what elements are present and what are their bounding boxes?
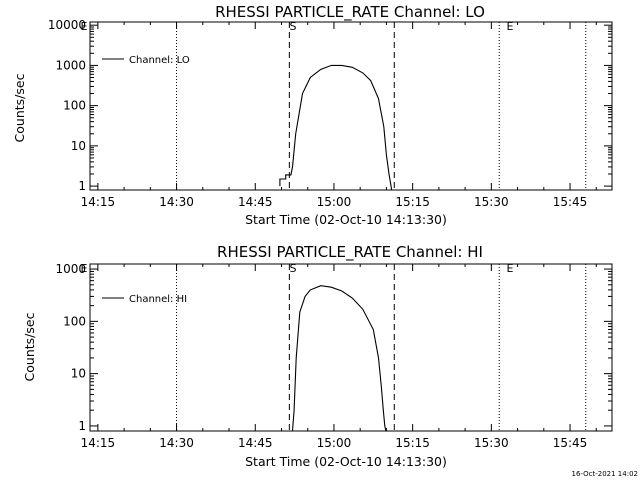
lo-x-tick-label-2: 14:45	[238, 195, 273, 209]
hi-x-tick-label-3: 15:00	[317, 436, 352, 450]
lo-y-axis-label: Counts/sec	[12, 73, 27, 142]
lo-x-tick-label-0: 14:15	[81, 195, 116, 209]
hi-y-tick-label-3: 1000	[55, 262, 86, 276]
hi-x-axis-label: Start Time (02-Oct-10 14:13:30)	[245, 454, 447, 469]
hi-x-tick-label-1: 14:30	[159, 436, 194, 450]
lo-y-tick-label-1: 10	[71, 139, 86, 153]
lo-x-tick-label-5: 15:30	[474, 195, 509, 209]
lo-x-axis-label: Start Time (02-Oct-10 14:13:30)	[245, 212, 447, 227]
hi-legend-label: Channel: HI	[129, 294, 187, 305]
lo-end-marker: E	[507, 20, 514, 33]
footer-timestamp: 16-Oct-2021 14:02	[572, 470, 638, 478]
hi-plot-frame	[89, 263, 613, 432]
lo-y-tick-label-3: 1000	[55, 58, 86, 72]
lo-chart-title: RHESSI PARTICLE_RATE Channel: LO	[215, 3, 485, 22]
hi-y-tick-label-0: 1	[78, 419, 86, 433]
hi-x-tick-label-2: 14:45	[238, 436, 273, 450]
hi-x-tick-label-5: 15:30	[474, 436, 509, 450]
hi-y-tick-label-2: 100	[63, 314, 86, 328]
lo-legend-label: Channel: LO	[129, 55, 190, 66]
hi-y-tick-label-1: 10	[71, 367, 86, 381]
hi-chart-title: RHESSI PARTICLE_RATE Channel: HI	[217, 243, 483, 262]
lo-x-tick-label-4: 15:15	[395, 195, 430, 209]
hi-x-tick-label-4: 15:15	[395, 436, 430, 450]
hi-end-marker-left: E	[81, 262, 88, 275]
hi-start-marker: S	[290, 262, 297, 275]
hi-x-tick-label-0: 14:15	[81, 436, 116, 450]
lo-y-tick-label-4: 10000	[48, 18, 86, 32]
hi-x-tick-label-6: 15:45	[553, 436, 588, 450]
lo-x-tick-label-1: 14:30	[159, 195, 194, 209]
lo-x-tick-label-3: 15:00	[317, 195, 352, 209]
lo-end-marker-left: E	[81, 20, 88, 33]
hi-y-axis-label: Counts/sec	[22, 312, 37, 381]
lo-x-tick-label-6: 15:45	[553, 195, 588, 209]
lo-y-tick-label-2: 100	[63, 99, 86, 113]
lo-y-tick-label-0: 1	[78, 179, 86, 193]
lo-series-line	[279, 64, 393, 191]
hi-series-line	[291, 285, 387, 432]
hi-end-marker: E	[507, 262, 514, 275]
hi-channel-panel: RHESSI PARTICLE_RATE Channel: HI Counts/…	[22, 243, 613, 469]
lo-channel-panel: RHESSI PARTICLE_RATE Channel: LO Counts/…	[12, 3, 613, 227]
lo-start-marker: S	[290, 20, 297, 33]
